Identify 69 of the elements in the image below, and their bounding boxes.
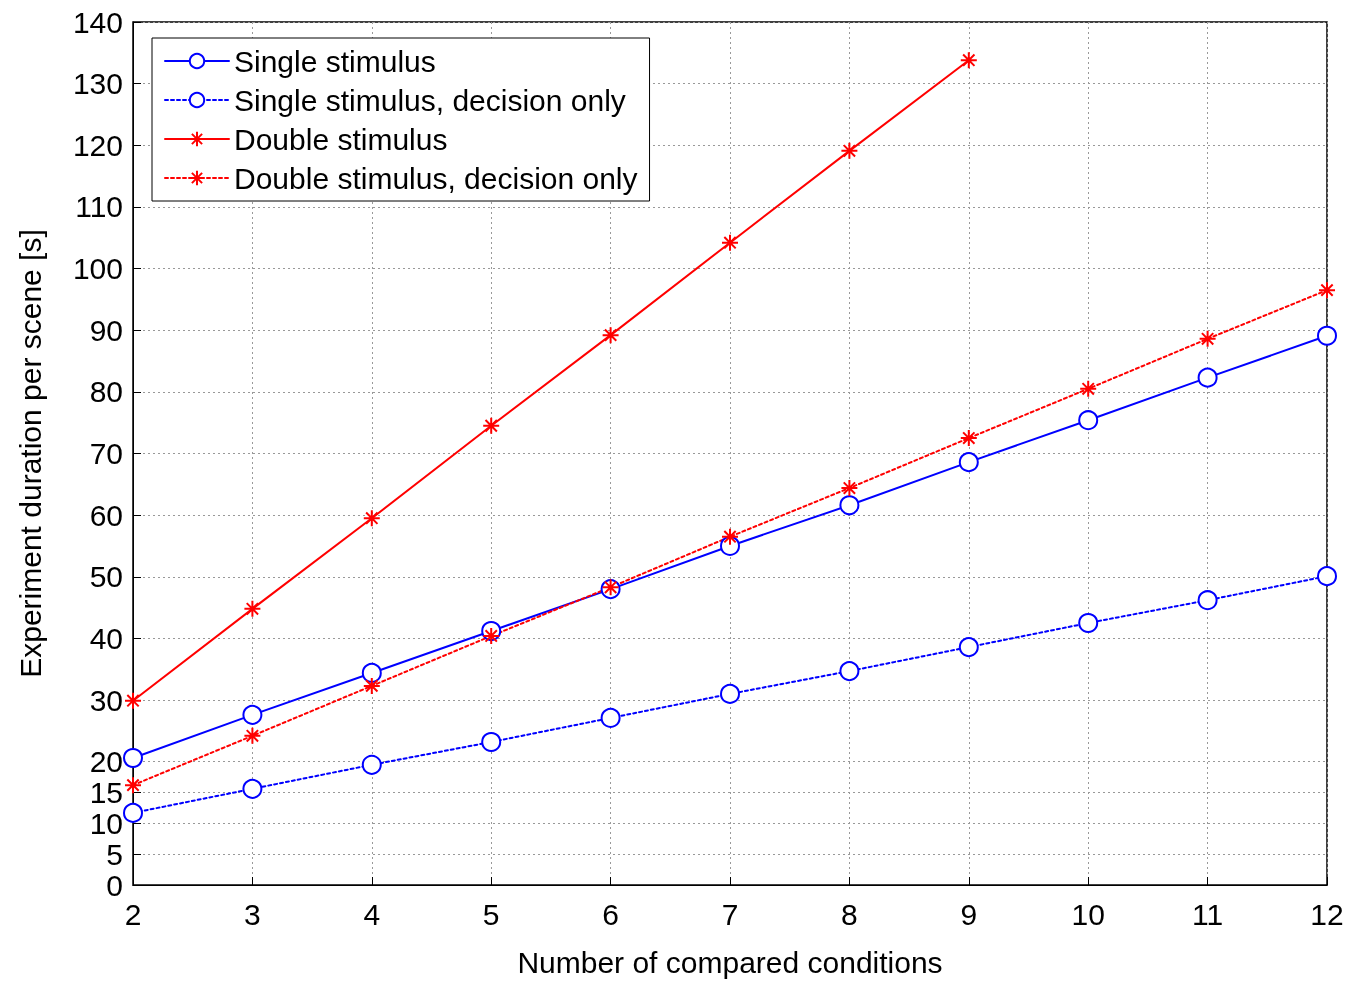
- legend-label: Double stimulus, decision only: [234, 161, 638, 195]
- point: [482, 626, 501, 645]
- x-tick-label: 3: [244, 897, 261, 931]
- point: [1078, 410, 1099, 431]
- y-tick-label: 130: [72, 67, 123, 101]
- point: [1078, 613, 1099, 634]
- y-tick-label: 30: [89, 683, 123, 717]
- point: [721, 233, 739, 252]
- point: [958, 452, 979, 473]
- point: [959, 51, 978, 70]
- x-tick-label: 10: [1071, 897, 1105, 931]
- point: [242, 778, 263, 799]
- point: [958, 637, 979, 658]
- point: [1317, 325, 1337, 346]
- point: [124, 776, 142, 795]
- point: [482, 416, 501, 435]
- y-tick-label: 5: [106, 837, 123, 871]
- point: [600, 707, 621, 728]
- point: [1197, 590, 1218, 611]
- x-axis-title: Number of compared conditions: [517, 945, 943, 979]
- y-tick-label: 0: [106, 868, 123, 902]
- y-tick-label: 120: [72, 128, 123, 162]
- y-tick-label: 110: [75, 190, 123, 224]
- y-tick-label: 70: [89, 437, 123, 470]
- y-tick-label: 40: [89, 621, 123, 655]
- point: [1079, 379, 1098, 398]
- x-tick-label: 8: [841, 897, 858, 931]
- x-tick-label: 2: [124, 897, 142, 931]
- point: [840, 141, 859, 160]
- point: [1198, 329, 1217, 348]
- x-tick-label: 6: [602, 897, 619, 931]
- legend-label: Double stimulus: [234, 122, 448, 156]
- y-tick-label: 100: [72, 252, 123, 286]
- y-tick-label: 80: [89, 375, 123, 409]
- point: [361, 662, 382, 683]
- point: [601, 326, 620, 345]
- point: [959, 429, 978, 448]
- point: [1197, 367, 1218, 388]
- point: [242, 704, 263, 725]
- y-tick-label: 60: [89, 498, 123, 532]
- point: [481, 731, 502, 752]
- point: [839, 661, 860, 682]
- x-tick-label: 9: [960, 897, 978, 931]
- point: [124, 691, 142, 710]
- x-tick-label: 7: [721, 897, 739, 931]
- legend-label: Single stimulus, decision only: [234, 83, 626, 117]
- point: [720, 683, 740, 704]
- x-tick-label: 5: [482, 897, 500, 931]
- point: [840, 479, 859, 498]
- point: [243, 599, 262, 618]
- point: [243, 726, 262, 745]
- y-tick-label: 90: [89, 313, 123, 347]
- y-tick-label: 50: [89, 560, 123, 594]
- x-tick-label: 12: [1310, 897, 1344, 931]
- point: [123, 802, 143, 823]
- point: [721, 527, 739, 546]
- point: [1317, 566, 1337, 587]
- point: [362, 676, 381, 695]
- x-tick-label: 4: [363, 897, 381, 931]
- y-axis-title: Experiment duration per scene [s]: [13, 229, 47, 678]
- point: [123, 748, 143, 769]
- y-tick-label: 20: [89, 745, 123, 779]
- x-tick-label: 11: [1192, 897, 1224, 931]
- point: [361, 754, 382, 775]
- y-tick-label: 140: [72, 5, 123, 39]
- legend-label: Single stimulus: [234, 44, 436, 78]
- point: [362, 509, 381, 528]
- point: [839, 495, 860, 516]
- point: [1318, 281, 1336, 300]
